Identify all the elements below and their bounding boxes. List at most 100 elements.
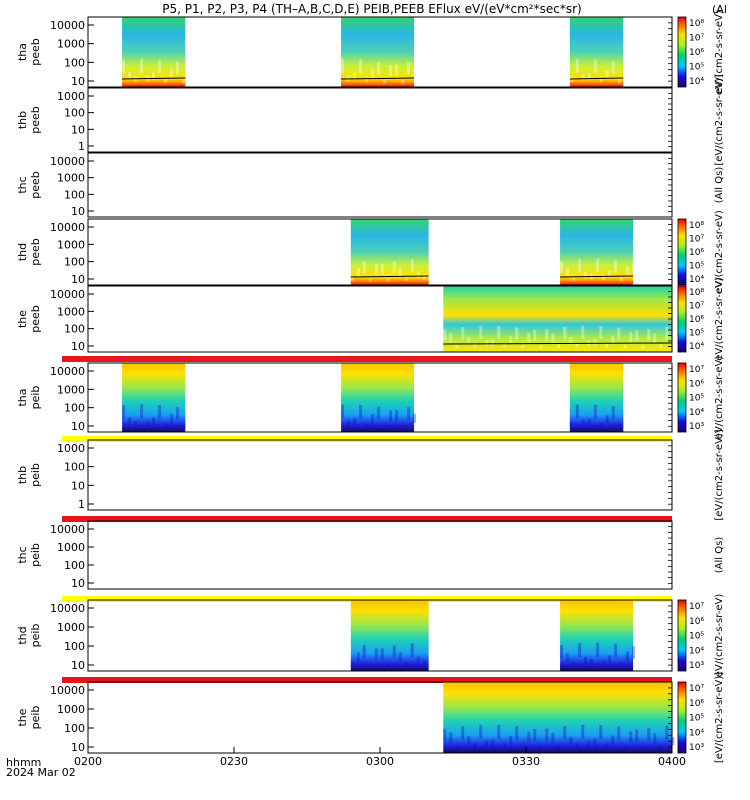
colorbar-tick-label: 10⁶ bbox=[689, 315, 704, 325]
colorbar-tick-label: 10⁶ bbox=[689, 48, 704, 58]
texture-stripe bbox=[572, 276, 576, 281]
colorbar bbox=[677, 681, 687, 754]
colorbar-tick-label: 10⁷ bbox=[689, 365, 704, 375]
panel-frame bbox=[87, 152, 673, 218]
colorbar bbox=[677, 362, 687, 433]
texture-stripe bbox=[641, 745, 645, 750]
spectrogram-block bbox=[569, 17, 624, 87]
colorbar-tick-label: 10⁵ bbox=[689, 262, 704, 272]
texture-stripe bbox=[647, 728, 651, 741]
texture-stripe bbox=[449, 732, 453, 743]
spectrogram-texture bbox=[443, 724, 675, 750]
texture-stripe bbox=[620, 277, 624, 282]
panel-thb-peeb: 1000 100 10 1 thb peeb [eV/(cm2-s-sr-eV)] bbox=[16, 74, 725, 165]
texture-stripe bbox=[380, 648, 384, 660]
texture-stripe bbox=[569, 336, 573, 345]
texture-stripe bbox=[410, 643, 414, 658]
colorbar-tick-label: 10³ bbox=[689, 661, 704, 671]
x-tick-label: 0330 bbox=[512, 755, 540, 768]
colorbar-label: eV/(cm2-s-sr-eV) bbox=[714, 10, 725, 94]
texture-stripe bbox=[593, 339, 597, 346]
colorbar-tick-label: 10⁴ bbox=[689, 77, 704, 87]
y-tick-label: 1000 bbox=[57, 621, 85, 634]
texture-stripe bbox=[575, 742, 579, 748]
texture-stripe bbox=[170, 413, 174, 423]
texture-stripe bbox=[641, 345, 645, 349]
y-tick-label: 1000 bbox=[57, 38, 85, 51]
y-tick-label: 1000 bbox=[57, 541, 85, 554]
colorbar-label: (All Qs) bbox=[714, 167, 725, 204]
texture-stripe bbox=[608, 655, 612, 664]
colorbar-label: (All Qs) bbox=[714, 537, 725, 574]
spectrogram-block bbox=[122, 363, 186, 432]
figure-title: P5, P1, P2, P3, P4 (TH–A,B,C,D,E) PEIB,P… bbox=[162, 2, 581, 16]
texture-stripe bbox=[599, 77, 603, 83]
panel-label: tha peeb bbox=[16, 38, 42, 66]
spacecraft-potential-line bbox=[350, 275, 429, 278]
y-tick-label: 100 bbox=[64, 323, 85, 336]
spectrogram-texture bbox=[341, 404, 417, 429]
spectrogram-texture bbox=[350, 259, 426, 282]
texture-stripe bbox=[383, 79, 387, 84]
texture-stripe bbox=[515, 327, 519, 340]
texture-stripe bbox=[623, 745, 627, 750]
texture-stripe bbox=[371, 414, 375, 424]
texture-stripe bbox=[572, 661, 576, 667]
panel-thb-peib: 1000 100 10 1 thb peib [eV/(cm2-s-sr-eV)] bbox=[16, 429, 725, 522]
panel-tha-peib: 10000 1000 100 10 tha peib 10⁷ 10⁶ 10⁵ 10⁴ 10³ eV/(… bbox=[16, 356, 725, 442]
colorbar-tick-label: 10⁸ bbox=[689, 221, 704, 231]
panel-frame bbox=[87, 520, 673, 590]
texture-stripe bbox=[152, 417, 156, 425]
texture-stripe bbox=[593, 404, 597, 419]
texture-stripe bbox=[602, 660, 606, 666]
colorbar-label: eV/(cm2-s-sr-eV) bbox=[714, 594, 725, 678]
y-tick-label: 10 bbox=[71, 420, 85, 433]
texture-stripe bbox=[359, 59, 363, 74]
texture-stripe bbox=[353, 72, 357, 80]
y-tick-label: 1000 bbox=[57, 238, 85, 251]
texture-stripe bbox=[410, 259, 414, 273]
texture-stripe bbox=[140, 59, 144, 74]
y-tick-label: 1000 bbox=[57, 90, 85, 103]
texture-stripe bbox=[665, 725, 669, 740]
y-tick-label: 1000 bbox=[57, 305, 85, 318]
y-tick-label: 10000 bbox=[50, 684, 85, 697]
texture-stripe bbox=[647, 328, 651, 341]
texture-stripe bbox=[566, 268, 570, 277]
texture-stripe bbox=[359, 404, 363, 419]
texture-stripe bbox=[347, 75, 351, 82]
colorbar-tick-label: 10⁶ bbox=[689, 248, 704, 258]
texture-stripe bbox=[392, 645, 396, 659]
texture-stripe bbox=[461, 327, 465, 340]
status-bar bbox=[62, 596, 672, 602]
texture-stripe bbox=[653, 333, 657, 343]
texture-stripe bbox=[398, 267, 402, 277]
texture-stripe bbox=[551, 333, 555, 343]
texture-stripe bbox=[560, 260, 564, 273]
texture-stripe bbox=[374, 264, 378, 275]
y-tick-label: 100 bbox=[64, 107, 85, 120]
texture-stripe bbox=[371, 68, 375, 78]
y-tick-label: 10000 bbox=[50, 365, 85, 378]
colorbar-tick-label: 10³ bbox=[689, 743, 704, 753]
colorbar-tick-label: 10⁷ bbox=[689, 602, 704, 612]
texture-stripe bbox=[584, 271, 588, 279]
texture-stripe bbox=[632, 645, 636, 659]
colorbar-label: eV/(cm2-s-sr-eV) bbox=[714, 277, 725, 361]
texture-stripe bbox=[182, 424, 186, 429]
spectrogram-block bbox=[560, 600, 634, 671]
panel-label-line: thc bbox=[16, 546, 29, 563]
texture-stripe bbox=[461, 726, 465, 740]
y-tick-label: 10000 bbox=[50, 221, 85, 234]
x-tick-label: 0300 bbox=[366, 755, 394, 768]
texture-stripe bbox=[611, 60, 615, 74]
panel-label-line: peeb bbox=[29, 171, 42, 199]
spectrogram-block bbox=[341, 363, 415, 432]
texture-stripe bbox=[590, 659, 594, 666]
texture-stripe bbox=[401, 424, 405, 429]
texture-stripe bbox=[491, 739, 495, 747]
texture-stripe bbox=[587, 740, 591, 747]
y-tick-label: 1000 bbox=[57, 172, 85, 185]
panel-thc-peib: 10000 1000 100 10 thc peib (All Qs) bbox=[16, 520, 725, 602]
